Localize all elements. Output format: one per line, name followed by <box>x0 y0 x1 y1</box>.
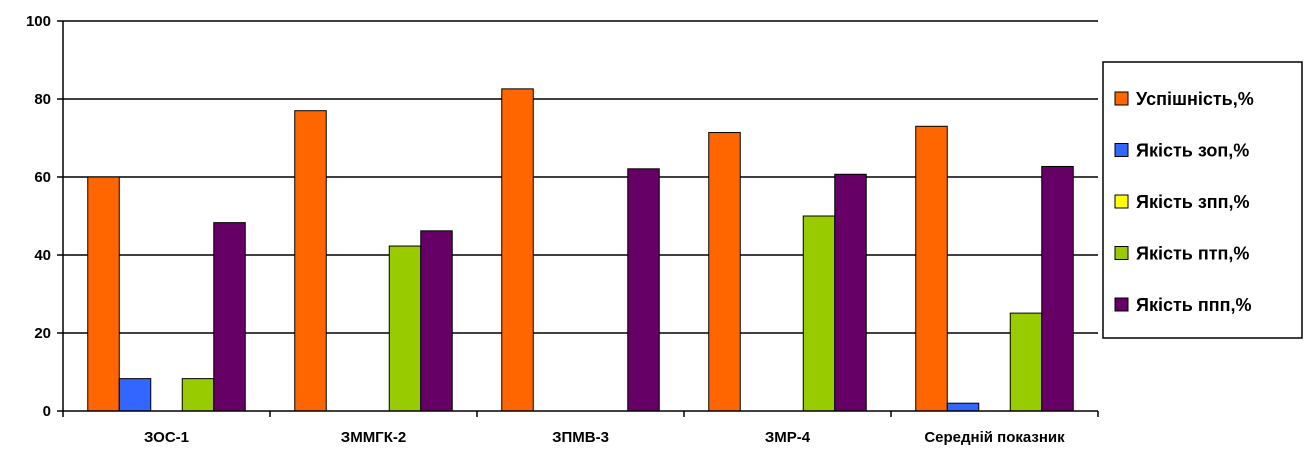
x-category-label: ЗММГК-2 <box>341 429 406 446</box>
y-tick-label: 80 <box>34 91 51 108</box>
bar <box>388 245 422 412</box>
legend-label: Якість зоп,% <box>1136 141 1249 161</box>
bar <box>420 230 453 412</box>
legend-label: Якість птп,% <box>1136 244 1249 264</box>
bar <box>87 176 120 412</box>
legend: Успішність,% Якість зоп,% Якість зпп,% Якіс… <box>1102 61 1303 339</box>
bar <box>627 168 660 412</box>
y-tick-label: 100 <box>26 13 51 30</box>
legend-swatch <box>1114 91 1129 106</box>
bar <box>802 215 836 412</box>
bar <box>1041 165 1074 412</box>
legend-label: Якість ппп,% <box>1136 295 1251 315</box>
bar <box>213 222 246 412</box>
y-tick-label: 20 <box>34 325 51 342</box>
y-axis-ticks: 0 20 40 60 80 100 <box>26 13 51 420</box>
legend-label: Успішність,% <box>1136 89 1254 109</box>
bar <box>834 173 867 412</box>
legend-label: Якість зпп,% <box>1136 192 1250 212</box>
bar <box>118 378 152 412</box>
x-category-label: ЗПМВ-3 <box>552 429 609 446</box>
bar <box>915 125 948 412</box>
legend-swatch <box>1114 194 1129 209</box>
y-tick-label: 40 <box>34 247 51 264</box>
bar <box>946 402 980 412</box>
legend-swatch <box>1114 246 1129 260</box>
bar <box>501 88 534 412</box>
x-axis-labels: ЗОС-1 ЗММГК-2 ЗПМВ-3 ЗМР-4 Середній показник <box>144 429 1065 446</box>
legend-box <box>1102 61 1303 339</box>
bar <box>1009 312 1043 412</box>
x-category-label: Середній показник <box>924 429 1065 446</box>
bar <box>294 110 327 412</box>
y-tick-label: 60 <box>34 169 51 186</box>
bars <box>87 88 1074 412</box>
bar <box>181 378 215 412</box>
axes <box>57 20 1099 417</box>
legend-swatch <box>1114 143 1129 157</box>
bar <box>708 132 741 412</box>
y-tick-label: 0 <box>43 403 51 420</box>
x-category-label: ЗМР-4 <box>765 429 811 446</box>
x-category-label: ЗОС-1 <box>144 429 189 446</box>
legend-swatch <box>1114 297 1129 312</box>
